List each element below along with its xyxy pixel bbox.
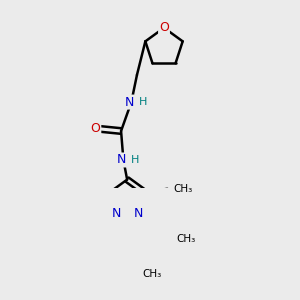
Text: N: N [134, 207, 143, 220]
Text: O: O [159, 21, 169, 34]
Text: O: O [90, 122, 100, 135]
Text: H: H [139, 97, 147, 107]
Text: N: N [116, 154, 126, 166]
Text: CH₃: CH₃ [176, 234, 195, 244]
Text: CH₃: CH₃ [142, 269, 162, 279]
Text: CH₃: CH₃ [173, 184, 193, 194]
Text: H: H [131, 155, 139, 165]
Text: N: N [124, 96, 134, 109]
Text: N: N [112, 207, 121, 220]
